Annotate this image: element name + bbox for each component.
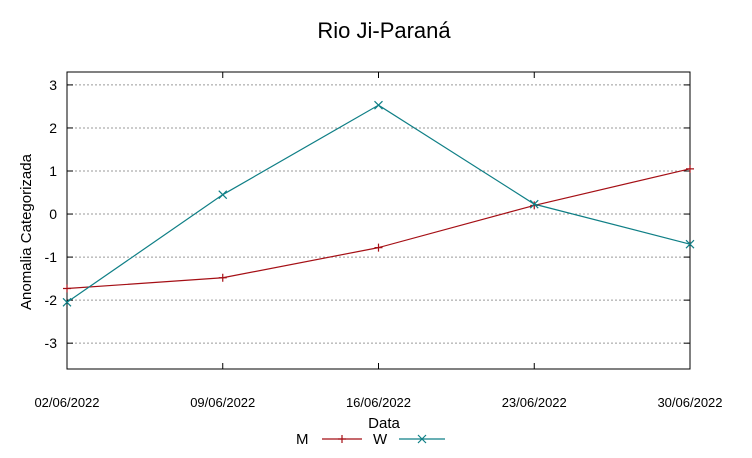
data-point xyxy=(529,199,539,209)
series-line xyxy=(66,168,691,290)
y-tick-label: 2 xyxy=(49,120,57,136)
legend-label: M xyxy=(296,431,309,448)
legend-marker xyxy=(338,435,346,443)
y-tick-label: -2 xyxy=(45,292,58,308)
y-tick-label: 1 xyxy=(49,163,57,179)
series-group xyxy=(62,100,695,307)
data-point xyxy=(374,243,383,252)
data-point xyxy=(218,273,227,282)
data-point xyxy=(63,284,71,293)
data-point xyxy=(374,100,383,110)
y-tick-label: 3 xyxy=(49,77,57,93)
x-tick-label: 09/06/2022 xyxy=(190,395,255,410)
y-axis-label: Anomalia Categorizada xyxy=(18,153,35,310)
data-point xyxy=(686,164,694,173)
data-point xyxy=(685,239,695,249)
x-tick-label: 23/06/2022 xyxy=(502,395,567,410)
x-tick-label: 30/06/2022 xyxy=(657,395,722,410)
series-m xyxy=(63,164,694,293)
legend-label: W xyxy=(373,431,388,448)
data-point xyxy=(218,190,228,200)
y-tick-label: 0 xyxy=(49,206,57,222)
legend-marker xyxy=(417,434,427,444)
grid-lines xyxy=(67,84,690,344)
y-axis: 3 2 1 0 -1 -2 -3 xyxy=(45,77,690,351)
x-axis-label: Data xyxy=(368,415,400,432)
series-w xyxy=(62,100,695,307)
y-tick-label: -3 xyxy=(45,335,58,351)
x-axis: 02/06/2022 09/06/2022 16/06/2022 23/06/2022… xyxy=(34,72,723,410)
series-line xyxy=(66,104,691,303)
x-tick-label: 16/06/2022 xyxy=(346,395,411,410)
data-point xyxy=(62,297,72,307)
y-tick-label: -1 xyxy=(45,249,58,265)
chart-title: Rio Ji-Paraná xyxy=(317,18,451,43)
x-tick-label: 02/06/2022 xyxy=(34,395,99,410)
